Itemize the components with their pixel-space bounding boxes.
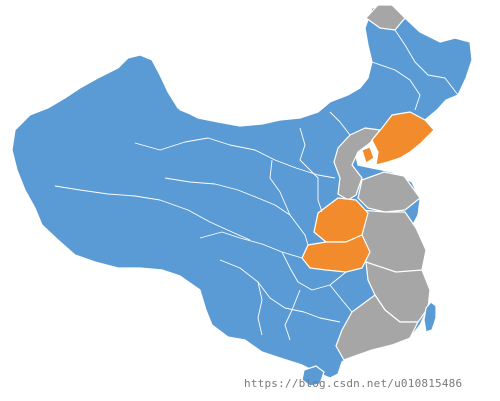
region-liaoning [371,111,435,166]
region-northeast-corner [365,4,406,31]
region-shandong [357,171,421,213]
region-tianjin [361,146,375,164]
region-guangdong [335,294,419,361]
region-hubei [301,234,371,273]
watermark-text: https://blog.csdn.net/u010815486 [244,377,463,390]
region-hainan [301,365,325,387]
region-beijing-hebei [333,127,381,201]
region-taiwan [423,301,437,333]
province-borders [54,29,459,341]
